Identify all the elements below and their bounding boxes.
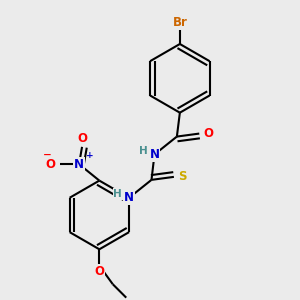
Text: O: O [94, 265, 104, 278]
Text: N: N [124, 191, 134, 204]
Text: H: H [139, 146, 148, 156]
Text: H: H [113, 189, 122, 199]
Text: N: N [74, 158, 84, 171]
Text: +: + [85, 151, 93, 160]
Text: Br: Br [172, 16, 187, 29]
Text: N: N [149, 148, 160, 161]
Text: −: − [43, 150, 51, 160]
Text: O: O [46, 158, 56, 171]
Text: O: O [203, 127, 213, 140]
Text: S: S [178, 170, 187, 183]
Text: O: O [77, 132, 87, 145]
